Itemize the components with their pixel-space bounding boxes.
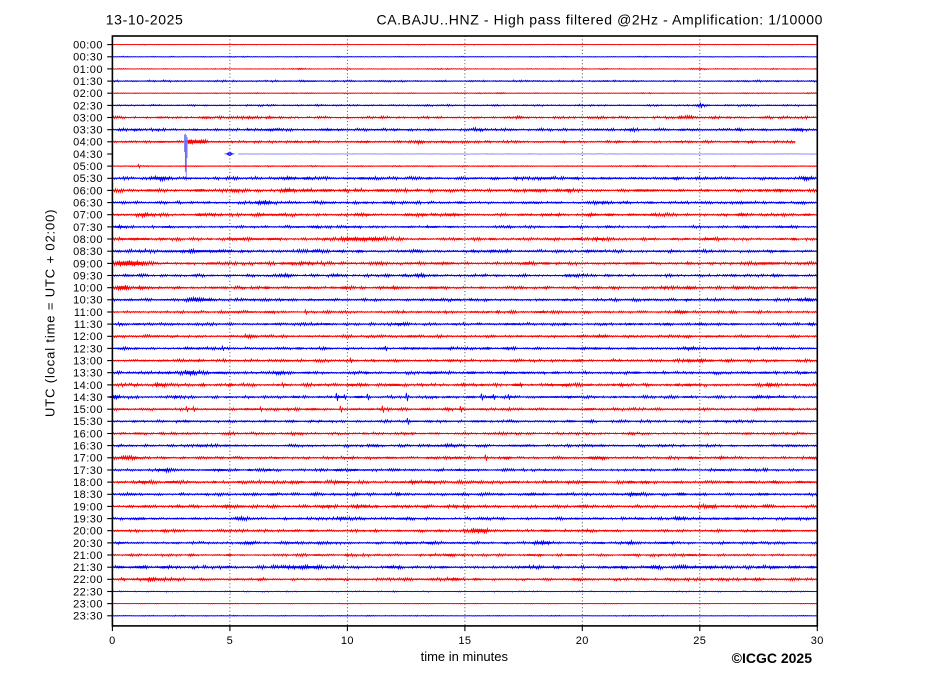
svg-text:11:30: 11:30: [74, 319, 103, 331]
svg-text:00:30: 00:30: [73, 52, 103, 64]
svg-text:08:00: 08:00: [73, 234, 103, 246]
svg-text:06:30: 06:30: [73, 198, 103, 210]
svg-text:17:30: 17:30: [73, 465, 103, 477]
svg-text:15: 15: [458, 635, 471, 647]
svg-text:01:00: 01:00: [73, 64, 103, 76]
svg-text:0: 0: [109, 635, 116, 647]
svg-text:10: 10: [341, 635, 354, 647]
svg-text:02:00: 02:00: [73, 88, 103, 100]
svg-text:time in minutes: time in minutes: [421, 649, 509, 664]
svg-text:01:30: 01:30: [73, 76, 103, 88]
svg-text:22:00: 22:00: [73, 574, 103, 586]
svg-text:13-10-2025: 13-10-2025: [106, 12, 184, 28]
svg-text:21:30: 21:30: [73, 562, 103, 574]
svg-text:09:30: 09:30: [73, 270, 103, 282]
svg-text:14:30: 14:30: [73, 392, 103, 404]
svg-text:11:00: 11:00: [74, 307, 103, 319]
svg-text:07:30: 07:30: [73, 222, 103, 234]
svg-text:20: 20: [576, 635, 589, 647]
svg-text:05:30: 05:30: [73, 173, 103, 185]
svg-text:03:00: 03:00: [73, 112, 103, 124]
svg-text:04:00: 04:00: [73, 137, 103, 149]
svg-text:03:30: 03:30: [73, 125, 103, 137]
svg-text:18:00: 18:00: [73, 477, 103, 489]
svg-text:23:00: 23:00: [73, 599, 103, 611]
svg-text:02:30: 02:30: [73, 100, 103, 112]
svg-text:19:30: 19:30: [73, 514, 103, 526]
svg-text:16:00: 16:00: [73, 428, 103, 440]
svg-text:10:30: 10:30: [73, 295, 103, 307]
svg-text:00:00: 00:00: [73, 40, 103, 52]
svg-text:30: 30: [811, 635, 824, 647]
svg-text:15:30: 15:30: [73, 416, 103, 428]
svg-text:10:00: 10:00: [73, 283, 103, 295]
svg-text:04:30: 04:30: [73, 149, 103, 161]
svg-text:05:00: 05:00: [73, 161, 103, 173]
svg-text:09:00: 09:00: [73, 258, 103, 270]
svg-text:17:00: 17:00: [73, 453, 103, 465]
svg-text:15:00: 15:00: [73, 404, 103, 416]
svg-text:12:00: 12:00: [73, 331, 103, 343]
svg-text:UTC (local time = UTC + 02:00): UTC (local time = UTC + 02:00): [43, 209, 58, 417]
svg-text:23:30: 23:30: [73, 611, 103, 623]
svg-text:06:00: 06:00: [73, 185, 103, 197]
svg-text:25: 25: [693, 635, 706, 647]
svg-text:22:30: 22:30: [73, 586, 103, 598]
svg-text:CA.BAJU..HNZ - High pass filte: CA.BAJU..HNZ - High pass filtered @2Hz -…: [377, 12, 824, 28]
svg-text:5: 5: [227, 635, 234, 647]
svg-text:©ICGC 2025: ©ICGC 2025: [732, 650, 813, 666]
svg-text:18:30: 18:30: [73, 489, 103, 501]
svg-text:16:30: 16:30: [73, 441, 103, 453]
svg-text:14:00: 14:00: [73, 380, 103, 392]
svg-text:12:30: 12:30: [73, 343, 103, 355]
svg-text:20:00: 20:00: [73, 526, 103, 538]
svg-text:20:30: 20:30: [73, 538, 103, 550]
svg-text:13:00: 13:00: [73, 356, 103, 368]
svg-text:13:30: 13:30: [73, 368, 103, 380]
svg-text:08:30: 08:30: [73, 246, 103, 258]
svg-text:19:00: 19:00: [73, 501, 103, 513]
svg-text:07:00: 07:00: [73, 210, 103, 222]
svg-text:21:00: 21:00: [73, 550, 103, 562]
